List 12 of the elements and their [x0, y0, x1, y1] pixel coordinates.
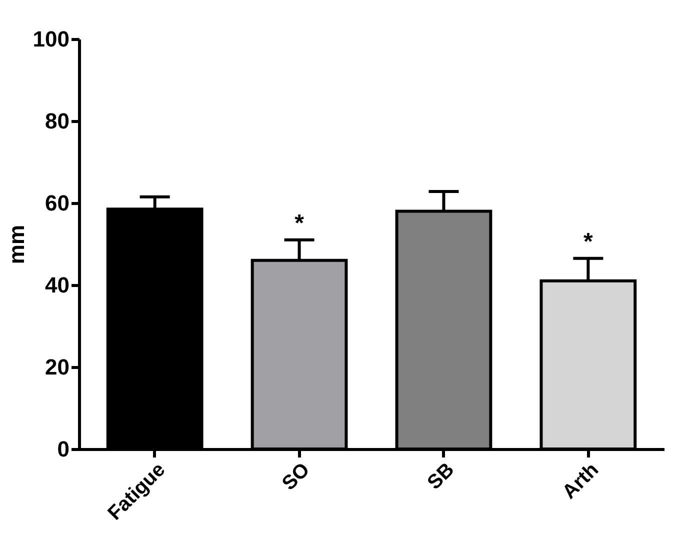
y-tick-label: 100 [32, 26, 70, 52]
annotation: * [294, 210, 305, 237]
y-tick-label: 20 [45, 354, 70, 380]
annotation: * [583, 228, 594, 256]
y-axis-title: mm [4, 224, 29, 264]
x-tick-label: SB [423, 458, 459, 494]
x-tick-label: SO [278, 458, 314, 495]
y-tick-label: 60 [45, 190, 70, 216]
y-tick-label: 0 [57, 436, 70, 462]
y-tick-label: 80 [45, 108, 70, 134]
y-tick-label: 40 [45, 272, 70, 298]
x-tick-label: Arth [558, 458, 604, 504]
